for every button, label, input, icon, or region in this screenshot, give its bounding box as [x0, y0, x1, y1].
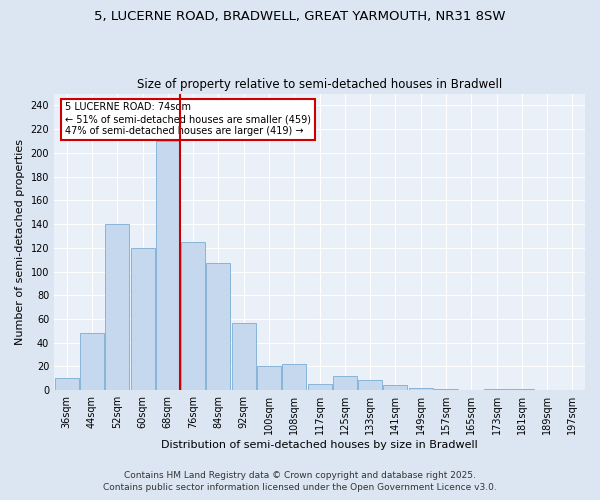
Bar [55, 378, 79, 390]
Y-axis label: Number of semi-detached properties: Number of semi-detached properties [15, 139, 25, 345]
Bar [131, 248, 155, 390]
Bar [484, 389, 509, 390]
X-axis label: Distribution of semi-detached houses by size in Bradwell: Distribution of semi-detached houses by … [161, 440, 478, 450]
Bar [358, 380, 382, 390]
Bar [510, 389, 534, 390]
Bar [434, 389, 458, 390]
Text: Contains HM Land Registry data © Crown copyright and database right 2025.
Contai: Contains HM Land Registry data © Crown c… [103, 471, 497, 492]
Bar [308, 384, 332, 390]
Bar [257, 366, 281, 390]
Bar [232, 322, 256, 390]
Bar [282, 364, 306, 390]
Bar [105, 224, 129, 390]
Bar [181, 242, 205, 390]
Bar [409, 388, 433, 390]
Bar [156, 141, 180, 390]
Bar [206, 263, 230, 390]
Bar [383, 386, 407, 390]
Bar [80, 334, 104, 390]
Title: Size of property relative to semi-detached houses in Bradwell: Size of property relative to semi-detach… [137, 78, 502, 91]
Text: 5 LUCERNE ROAD: 74sqm
← 51% of semi-detached houses are smaller (459)
47% of sem: 5 LUCERNE ROAD: 74sqm ← 51% of semi-deta… [65, 102, 311, 136]
Bar [333, 376, 357, 390]
Text: 5, LUCERNE ROAD, BRADWELL, GREAT YARMOUTH, NR31 8SW: 5, LUCERNE ROAD, BRADWELL, GREAT YARMOUT… [94, 10, 506, 23]
